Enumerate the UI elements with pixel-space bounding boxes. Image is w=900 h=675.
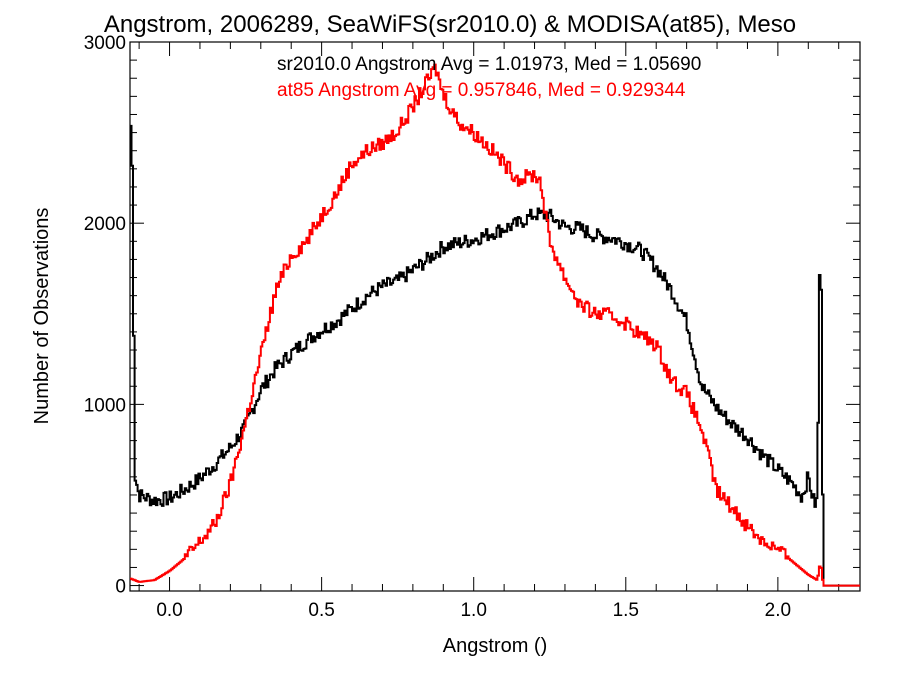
y-axis-label: Number of Observations <box>31 208 53 425</box>
x-tick-label: 0.0 <box>156 600 182 621</box>
x-tick-label: 1.5 <box>613 600 639 621</box>
annotation-black: sr2010.0 Angstrom Avg = 1.01973, Med = 1… <box>277 54 701 75</box>
y-tick-label: 3000 <box>84 33 126 54</box>
series-layer <box>130 63 860 587</box>
annotation-red: at85 Angstrom Avg = 0.957846, Med = 0.92… <box>277 80 686 101</box>
y-tick-label: 2000 <box>84 214 126 235</box>
y-tick-label: 1000 <box>84 395 126 416</box>
axis-tick-labels: 0.0 0.5 1.0 1.5 2.0 0 1000 2000 3000 <box>84 33 791 621</box>
chart-title: Angstrom, 2006289, SeaWiFS(sr2010.0) & M… <box>104 11 796 38</box>
series-line-0 <box>130 124 860 587</box>
x-axis-label: Angstrom () <box>443 635 547 657</box>
x-tick-label: 2.0 <box>765 600 791 621</box>
x-tick-label: 0.5 <box>308 600 334 621</box>
y-tick-label: 0 <box>115 577 126 598</box>
x-tick-label: 1.0 <box>460 600 486 621</box>
plot-frame <box>129 41 861 592</box>
series-line-1 <box>130 63 860 587</box>
axis-ticks <box>130 41 860 591</box>
